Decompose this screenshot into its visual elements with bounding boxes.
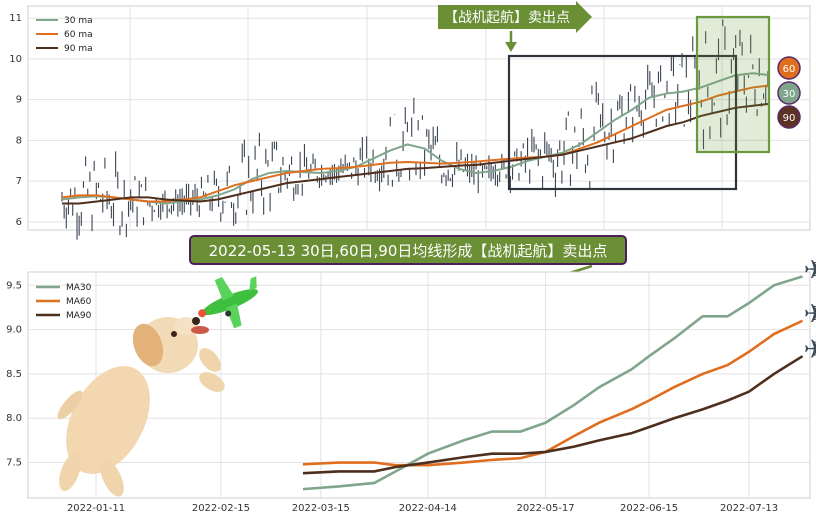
airplane-icon: ✈ xyxy=(804,335,816,365)
banner-text: 2022-05-13 30日,60日,90日均线形成【战机起航】卖出点 xyxy=(209,242,608,260)
bottom-x-tick-label: 2022-05-17 xyxy=(517,503,575,514)
top-y-tick-label: 6 xyxy=(16,217,22,228)
airplane-icon: ✈ xyxy=(804,300,816,330)
legend-label-ma60: MA60 xyxy=(66,297,92,307)
badge-90 xyxy=(777,105,801,129)
bottom-x-tick-label: 2022-04-14 xyxy=(399,503,457,514)
badge-60-label: 60 xyxy=(783,64,796,75)
bottom-x-tick-label: 2022-07-13 xyxy=(720,503,778,514)
badge-30-label: 30 xyxy=(783,89,796,100)
ma90-line-top xyxy=(62,102,771,205)
top-grid xyxy=(28,6,810,230)
bottom-y-tick-label: 7.5 xyxy=(6,458,22,469)
bottom-ma-chart: 7.58.08.59.09.5 2022-01-11 2022-02-15 2022… xyxy=(6,255,816,514)
banner-box xyxy=(189,235,627,265)
bottom-y-tick-label: 8.5 xyxy=(6,369,22,380)
bottom-y-tick-label: 9.5 xyxy=(6,280,22,291)
annotation-label: 【战机起航】卖出点 xyxy=(444,10,570,26)
top-plot-frame xyxy=(27,5,811,231)
top-price-chart: 6 7 8 9 10 11 30 ma 60 ma 90 ma 【战机起航】卖出点 60 xyxy=(9,1,811,240)
bottom-x-tick-label: 2022-02-15 xyxy=(192,503,250,514)
airplane-icon: ✈ xyxy=(804,255,816,285)
legend-label-60: 60 ma xyxy=(64,30,93,40)
highlight-box-dark xyxy=(507,54,738,191)
top-y-tick-label: 9 xyxy=(16,95,22,106)
top-y-tick-label: 11 xyxy=(9,13,22,24)
ma60-line xyxy=(302,319,804,467)
badge-30 xyxy=(777,81,801,105)
airplane-icons: ✈ ✈ ✈ xyxy=(804,255,816,365)
ma30-line-top xyxy=(61,72,771,205)
candlestick-series xyxy=(61,19,769,240)
bottom-legend: MA30 MA60 MA90 xyxy=(36,283,92,321)
legend-label-90: 90 ma xyxy=(64,44,93,54)
badge-90-label: 90 xyxy=(783,113,796,124)
top-ma-lines xyxy=(61,72,771,205)
bottom-y-tick-label: 9.0 xyxy=(6,325,22,336)
airplane-toy-icon xyxy=(198,276,258,329)
bottom-x-tick-labels: 2022-01-11 2022-02-15 2022-03-15 2022-04-14… xyxy=(67,503,778,514)
dog-illustration xyxy=(57,317,225,497)
bottom-y-tick-labels: 7.5 8.0 8.5 9.0 9.5 xyxy=(6,280,22,468)
top-y-tick-label: 7 xyxy=(16,176,22,187)
ma-badges: 60 30 90 xyxy=(777,56,801,129)
bottom-y-tick-label: 8.0 xyxy=(6,413,22,424)
bottom-x-tick-label: 2022-01-11 xyxy=(67,503,125,514)
banner: 2022-05-13 30日,60日,90日均线形成【战机起航】卖出点 xyxy=(189,235,627,286)
annotation-pointer-head xyxy=(505,42,517,52)
top-y-tick-label: 8 xyxy=(16,135,22,146)
annotation-arrow-shape xyxy=(438,1,592,33)
sell-point-annotation: 【战机起航】卖出点 xyxy=(438,1,592,52)
ma30-line xyxy=(302,275,803,491)
ma90-line xyxy=(302,355,804,475)
bottom-x-tick-label: 2022-03-15 xyxy=(292,503,350,514)
top-legend: 30 ma 60 ma 90 ma xyxy=(36,16,93,54)
highlight-box-green xyxy=(695,15,771,154)
legend-label-30: 30 ma xyxy=(64,16,93,26)
badge-60 xyxy=(777,56,801,80)
top-y-tick-label: 10 xyxy=(9,54,22,65)
legend-label-ma30: MA30 xyxy=(66,283,92,293)
legend-label-ma90: MA90 xyxy=(66,311,92,321)
bottom-x-tick-label: 2022-06-15 xyxy=(620,503,678,514)
top-y-tick-labels: 6 7 8 9 10 11 xyxy=(9,13,22,228)
bottom-ma-lines xyxy=(302,275,804,491)
